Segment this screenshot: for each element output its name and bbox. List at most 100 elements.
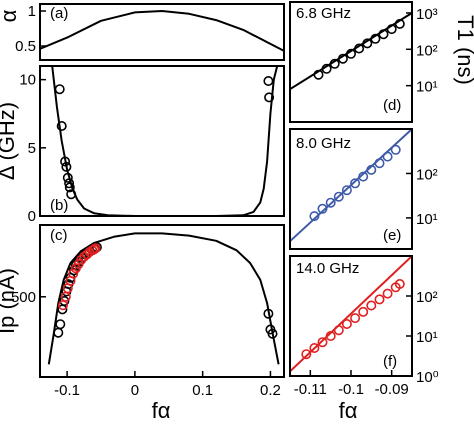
panel-c-xtick-label: -0.1 (54, 382, 80, 399)
panel-a-curve (40, 10, 284, 52)
panel-b-point (54, 84, 65, 95)
panel-b-ytick-label: 5 (28, 140, 36, 157)
panel-c-point (59, 295, 70, 306)
panel-c: 500 -0.1 0 0.1 0.2 (c) Ip (nA) (0, 224, 285, 399)
panel-f-ytick-label: 10² (416, 289, 438, 306)
panel-b-point (60, 156, 71, 167)
panel-c-ytick-label: 500 (11, 289, 36, 306)
panel-f-point (341, 318, 352, 329)
panel-b-data (51, 66, 279, 216)
panel-e-point (390, 144, 401, 155)
panel-d-ylabel: T1 (ns) (453, 15, 474, 85)
panel-d-curve (290, 12, 412, 91)
panel-c-tag: (c) (50, 227, 68, 244)
panel-e-ytick-label: 10² (416, 166, 438, 183)
panel-c-xtick-label: 0.1 (192, 382, 213, 399)
panel-b: 0 5 10 (b) Δ (GHz) (0, 65, 285, 225)
panel-e-point (309, 211, 320, 222)
panel-e-point (350, 178, 361, 189)
panel-c-frame (39, 224, 285, 378)
panel-e-data (290, 129, 412, 242)
panel-c-ylabel: Ip (nA) (0, 268, 19, 334)
panel-e-point (374, 158, 385, 169)
panel-e-frequency: 8.0 GHz (296, 135, 351, 152)
panel-b-point (264, 92, 275, 103)
panel-b-ylabel: Δ (GHz) (0, 102, 19, 180)
panel-f-point (366, 300, 377, 311)
panel-a-tag: (a) (50, 5, 68, 22)
panel-d-point (321, 63, 332, 74)
panel-c-curve (47, 232, 280, 365)
panel-e-point (382, 151, 393, 162)
panel-b-point (66, 189, 77, 200)
panel-f-xtick-label: -0.11 (294, 381, 327, 398)
panel-c-point (55, 319, 66, 330)
panel-e-point (358, 171, 369, 182)
panel-f-tag: (f) (383, 353, 397, 370)
panel-f-frequency: 14.0 GHz (296, 260, 359, 277)
panel-a-frame (39, 3, 285, 61)
panel-f-xtick-label: -0.1 (338, 381, 364, 398)
panel-f-ytick-label: 10¹ (416, 329, 438, 346)
panel-b-ytick-label: 0 (28, 208, 36, 225)
panel-b-tag: (b) (50, 197, 68, 214)
panel-f-point (394, 278, 405, 289)
panel-e: 10¹ 10² (e) 8.0 GHz (289, 128, 438, 250)
panel-c-xtick-label: 0.2 (260, 382, 281, 399)
panel-f-point (358, 306, 369, 317)
panel-e-frame (289, 128, 413, 250)
panel-b-point (61, 161, 72, 172)
panel-d-point (370, 33, 381, 44)
panel-d-point (345, 48, 356, 59)
panel-e-point (333, 191, 344, 202)
panel-a-ytick-label: 1 (28, 3, 36, 20)
panel-b-point (62, 172, 73, 183)
panel-d-point (378, 29, 389, 40)
panel-c-xtick-label: 0 (131, 382, 139, 399)
panel-c-point (267, 328, 278, 339)
panel-f-xtick-label: -0.09 (375, 381, 409, 398)
x-axis-label-left: fα (152, 398, 171, 423)
panel-f-point (382, 288, 393, 299)
panel-d-frame (289, 1, 413, 123)
panel-c-point-red (90, 243, 101, 254)
panel-f-point (325, 330, 336, 341)
panel-f-data (290, 256, 412, 373)
panel-c-point-red (76, 254, 87, 265)
panel-c-point-red (57, 300, 68, 311)
panel-f-point (374, 294, 385, 305)
panel-f-point (350, 313, 361, 324)
panel-b-ytick-label: 10 (19, 72, 36, 89)
panel-d-point (329, 58, 340, 69)
panel-e-point (317, 203, 328, 214)
panel-c-point-red (68, 268, 79, 279)
panel-a-ylabel: α (0, 9, 21, 22)
panel-d-ytick-label: 10¹ (416, 79, 438, 96)
panel-d-point (362, 38, 373, 49)
panel-d-point (354, 43, 365, 54)
panel-d: 10¹ 10² 10³ (d) 6.8 GHz T1 (ns) (289, 1, 474, 123)
panel-b-frame (39, 65, 285, 217)
panel-c-point (53, 327, 64, 338)
panel-d-tag: (d) (383, 97, 401, 114)
panel-b-curve (51, 66, 279, 216)
panel-e-tag: (e) (383, 227, 401, 244)
x-axis-label-right: fα (339, 398, 358, 423)
panel-d-frequency: 6.8 GHz (296, 5, 351, 22)
panel-c-point (263, 308, 274, 319)
panel-e-point (341, 185, 352, 196)
panels-layer: 0.5 1 (a) α 0 5 10 (b) Δ (GHz) 500 -0.1 0 0.1 0.2 (c) I… (0, 1, 474, 399)
panel-b-point (263, 76, 274, 87)
panel-c-data (47, 232, 280, 365)
panel-e-ytick-label: 10¹ (416, 211, 438, 228)
panel-a: 0.5 1 (a) α (0, 3, 285, 61)
panel-d-point (313, 69, 324, 80)
panel-a-ytick-label: 0.5 (15, 38, 36, 55)
panel-d-data (290, 12, 412, 91)
panel-d-point (394, 18, 405, 29)
panel-f-point (333, 325, 344, 336)
panel-d-point (337, 53, 348, 64)
panel-b-point (56, 121, 67, 132)
panel-f-ytick-label: 10⁰ (416, 369, 439, 386)
